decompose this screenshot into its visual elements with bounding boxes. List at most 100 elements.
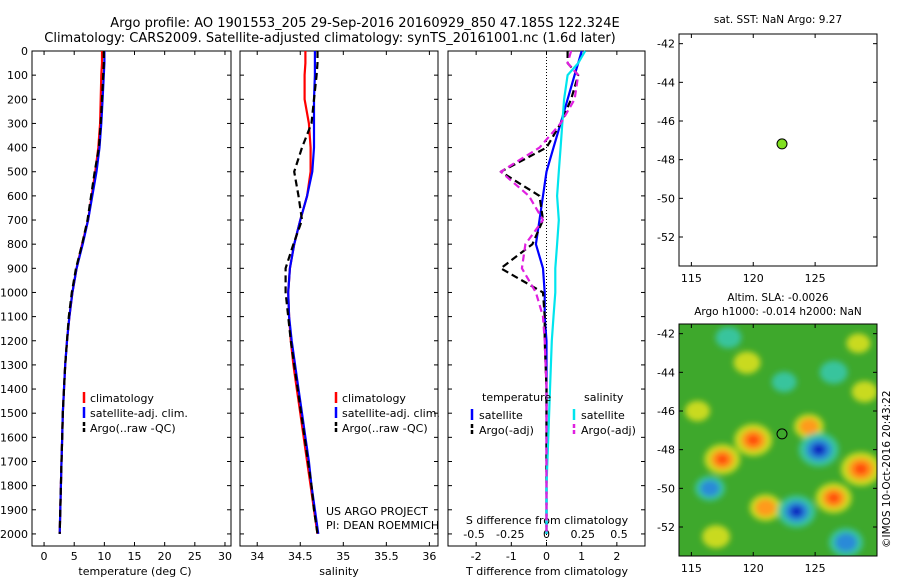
legend-label: Argo(..raw -QC) [90, 422, 176, 435]
temperature-panel: temperature (deg C) 01002003004005006007… [0, 45, 232, 578]
map-x-tick-label: 125 [805, 272, 826, 285]
series-line-argo-raw-qc [284, 51, 319, 535]
sla-high-core [755, 498, 777, 517]
sla-low-peak [789, 505, 804, 518]
depth-tick-label: 1200 [0, 335, 28, 348]
sla-anomalies [685, 326, 877, 556]
x-tick-label: 0 [543, 550, 550, 563]
map-x-tick-label: 125 [805, 562, 826, 575]
x-tick-label: 5 [71, 550, 78, 563]
legend-label: satellite [581, 409, 625, 422]
salinity-panel: salinity US ARGO PROJECT PI: DEAN ROEMMI… [239, 50, 440, 578]
sst-map-points [776, 138, 788, 150]
sst-map: sat. SST: NaN Argo: 9.27 -42 -44 -46 -48 -50… [657, 14, 878, 285]
depth-tick-label: 1300 [0, 359, 28, 372]
sla-map: Altim. SLA: -0.0026 Argo h1000: -0.014 h… [657, 292, 878, 575]
s-diff-tick-label: -0.5 [463, 528, 484, 541]
x-tick-label: 1 [578, 550, 585, 563]
map-x-tick-label: 115 [681, 272, 702, 285]
x-tick-label: 15 [128, 550, 142, 563]
sla-heatmap [679, 324, 877, 556]
x-tick-label: 35.5 [374, 550, 399, 563]
sst-map-ticks: -42 -44 -46 -48 -50 -52 115 120 125 [657, 34, 877, 285]
depth-tick-label: 1000 [0, 286, 28, 299]
depth-tick-label: 700 [7, 214, 28, 227]
sla-subtitle: Argo h1000: -0.014 h2000: NaN [694, 306, 862, 318]
depth-tick-label: 600 [7, 190, 28, 203]
difference-panel: T difference from climatology S differen… [447, 50, 646, 578]
s-diff-tick-label: 0 [543, 528, 550, 541]
legend-title: temperature [482, 391, 551, 404]
sla-low-core [835, 533, 858, 552]
sla-low-core [700, 480, 720, 497]
salinity-lines [284, 51, 320, 535]
depth-tick-label: 500 [7, 166, 28, 179]
temperature-lines [58, 51, 106, 534]
series-line-satellite-adj-clim [58, 51, 106, 534]
sst-title: sat. SST: NaN Argo: 9.27 [714, 14, 842, 26]
s-diff-tick-label: 0.5 [610, 528, 628, 541]
map-x-tick-label: 115 [681, 562, 702, 575]
temperature-xlabel: temperature (deg C) [78, 565, 191, 578]
sla-map-ticks: -42 -44 -46 -48 -50 -52 115 120 125 [657, 324, 877, 575]
legend-label: climatology [342, 392, 406, 405]
temperature-panel-frame [31, 50, 232, 547]
sla-high-anomaly [685, 400, 711, 422]
s-diff-tick-label: 0.25 [571, 528, 596, 541]
x-tick-label: 20 [158, 550, 172, 563]
sla-background [679, 324, 877, 556]
temperature-ticks: 0100200300400500600700800900100011001200… [0, 45, 232, 563]
sla-high-anomaly [702, 525, 731, 549]
map-x-tick-label: 120 [743, 272, 764, 285]
depth-tick-label: 900 [7, 262, 28, 275]
project-annotation: US ARGO PROJECT [326, 505, 428, 518]
map-y-tick-label: -42 [657, 328, 675, 341]
sla-low-peak [811, 443, 826, 456]
legend-label: satellite-adj. clim. [342, 407, 440, 420]
legend-label: satellite-adj. clim. [90, 407, 188, 420]
map-y-tick-label: -42 [657, 38, 675, 51]
depth-tick-label: 200 [7, 93, 28, 106]
x-tick-label: 2 [613, 550, 620, 563]
legend-label: climatology [90, 392, 154, 405]
sla-map-points [776, 428, 788, 440]
map-y-tick-label: -46 [657, 405, 675, 418]
difference-ticks: -2 -1 0 1 2 -0.5 -0.25 0 0.25 0.5 [448, 50, 645, 563]
map-y-tick-label: -48 [657, 154, 675, 167]
sla-high-anomaly [851, 380, 877, 403]
x-tick-label: 25 [188, 550, 202, 563]
x-tick-label: -2 [471, 550, 482, 563]
s-diff-tick-label: -0.25 [496, 528, 524, 541]
sla-high-peak [716, 454, 729, 465]
header-line2: Climatology: CARS2009. Satellite-adjuste… [44, 31, 616, 46]
sla-high-anomaly [846, 333, 871, 354]
legend-title: salinity [584, 391, 624, 404]
sla-title: Altim. SLA: -0.0026 [727, 292, 829, 304]
header-line1: Argo profile: AO 1901553_205 29-Sep-2016… [110, 16, 619, 31]
sla-low-anomaly [771, 371, 797, 393]
depth-tick-label: 1600 [0, 431, 28, 444]
depth-tick-label: 300 [7, 117, 28, 130]
legend-label: Argo(..raw -QC) [342, 422, 428, 435]
depth-tick-label: 400 [7, 142, 28, 155]
map-y-tick-label: -52 [657, 521, 675, 534]
argo-float-position [776, 428, 788, 440]
pi-annotation: PI: DEAN ROEMMICH [326, 519, 439, 532]
sla-high-peak [827, 492, 840, 504]
map-y-tick-label: -44 [657, 366, 675, 379]
map-y-tick-label: -46 [657, 115, 675, 128]
legend-label: Argo(-adj) [479, 424, 534, 437]
depth-tick-label: 2000 [0, 528, 28, 541]
t-diff-xlabel: T difference from climatology [465, 565, 628, 578]
x-tick-label: 34.5 [288, 550, 313, 563]
depth-tick-label: 1100 [0, 311, 28, 324]
map-y-tick-label: -48 [657, 444, 675, 457]
depth-tick-label: 0 [21, 45, 28, 58]
depth-tick-label: 800 [7, 238, 28, 251]
x-tick-label: 35 [336, 550, 350, 563]
sla-high-peak [853, 463, 868, 475]
series-line-salinity-satellite [545, 50, 587, 534]
series-line-salinity-argo-adj [499, 50, 580, 534]
sla-map-frame [678, 323, 878, 557]
